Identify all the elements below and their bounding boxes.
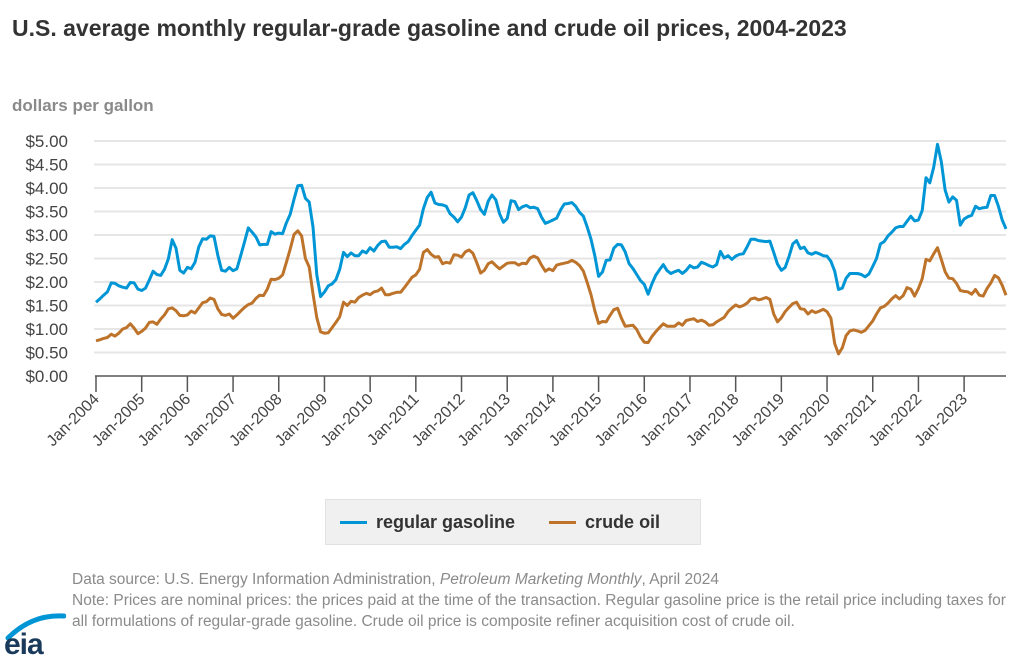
publication-name: Petroleum Marketing Monthly xyxy=(439,571,642,588)
y-tick-label: $2.50 xyxy=(25,250,68,269)
logo-text: eia xyxy=(4,628,44,661)
y-tick-label: $0.50 xyxy=(25,344,68,363)
legend-label: crude oil xyxy=(585,511,661,532)
y-tick-label: $3.00 xyxy=(25,226,68,245)
legend: regular gasoline crude oil xyxy=(325,499,701,545)
gridlines xyxy=(94,140,1006,354)
y-axis-units-label: dollars per gallon xyxy=(12,96,154,115)
line-chart: $0.00 $0.50 $1.00 $1.50 $2.00 $2.50 $3.00 $3.50… xyxy=(25,132,1008,450)
y-tick-label: $4.50 xyxy=(25,156,68,175)
y-tick-label: $0.00 xyxy=(25,367,68,386)
note-text: Note: Prices are nominal prices: the pri… xyxy=(72,592,1006,630)
legend-item-crude-oil: crude oil xyxy=(549,512,660,533)
y-tick-label: $5.00 xyxy=(25,132,68,151)
logo-arc-icon xyxy=(5,613,66,640)
series-line-crude-oil xyxy=(95,229,1008,356)
y-tick-label: $1.50 xyxy=(25,297,68,316)
legend-swatch-regular-gasoline xyxy=(340,520,367,524)
series-line-regular-gasoline xyxy=(95,142,1008,304)
y-tick-label: $4.00 xyxy=(25,179,68,198)
y-axis-ticks: $0.00 $0.50 $1.00 $1.50 $2.00 $2.50 $3.00 $3.50… xyxy=(25,132,68,386)
y-tick-label: $2.00 xyxy=(25,273,68,292)
footnote: Data source: U.S. Energy Information Adm… xyxy=(72,569,1012,632)
x-axis: Jan-2004Jan-2005Jan-2006Jan-2007Jan-2008… xyxy=(44,375,1006,450)
chart-title: U.S. average monthly regular-grade gasol… xyxy=(12,15,847,41)
series-lines xyxy=(95,142,1008,356)
y-tick-label: $1.00 xyxy=(25,320,68,339)
y-tick-label: $3.50 xyxy=(25,203,68,222)
eia-logo: eia xyxy=(4,610,66,666)
legend-label: regular gasoline xyxy=(376,511,516,532)
legend-swatch-crude-oil xyxy=(549,520,577,524)
data-source: Data source: U.S. Energy Information Adm… xyxy=(72,571,720,588)
legend-item-regular-gasoline: regular gasoline xyxy=(340,512,515,533)
